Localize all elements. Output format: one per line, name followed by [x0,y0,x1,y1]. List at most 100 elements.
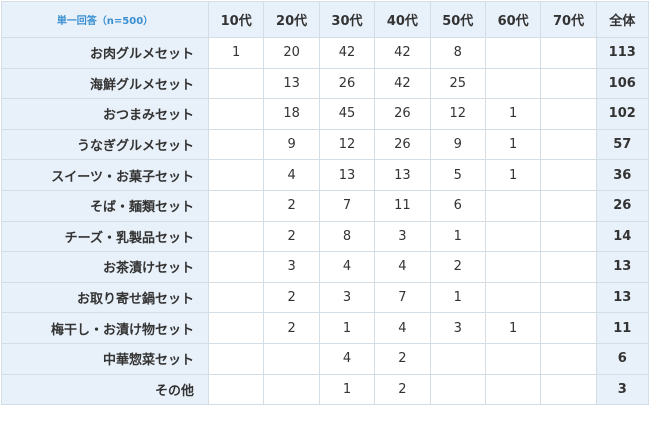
total-cell: 13 [595,281,649,314]
count-cell [484,251,542,283]
count-cell [540,312,597,344]
count-cell [207,373,265,406]
age-header-50s: 50代 [429,1,486,38]
count-cell: 2 [374,373,431,406]
age-header-60s: 60代 [484,1,542,38]
count-cell: 2 [429,251,486,283]
total-cell: 14 [595,220,649,253]
count-cell [540,128,597,161]
count-cell [484,37,542,69]
count-cell: 11 [374,189,431,222]
table-row: そば・麺類セット 2 7 11 6 26 [1,189,649,222]
count-cell [207,98,265,130]
count-cell: 1 [484,312,542,344]
count-cell [540,37,597,69]
count-cell [540,189,597,222]
total-cell: 113 [595,37,649,69]
count-cell: 4 [374,251,431,283]
table-row: お茶漬けセット 3 4 4 2 13 [1,251,649,283]
count-cell: 45 [318,98,376,130]
count-cell [540,159,597,191]
response-type-header: 単一回答（n=500） [1,1,209,38]
total-cell: 102 [595,98,649,130]
count-cell [484,373,542,406]
count-cell: 42 [374,67,431,100]
total-cell: 106 [595,67,649,100]
count-cell: 1 [318,373,376,406]
row-label: スイーツ・お菓子セット [1,159,209,191]
row-label: おつまみセット [1,98,209,130]
count-cell: 5 [429,159,486,191]
count-cell: 2 [263,312,320,344]
count-cell [540,98,597,130]
count-cell: 6 [429,189,486,222]
table-row: お肉グルメセット 1 20 42 42 8 113 [1,37,649,69]
count-cell [540,373,597,406]
count-cell: 9 [429,128,486,161]
count-cell: 8 [318,220,376,253]
count-cell: 3 [318,281,376,314]
count-cell: 1 [484,159,542,191]
row-label: お取り寄せ鍋セット [1,281,209,314]
table-body: お肉グルメセット 1 20 42 42 8 113 海鮮グルメセット 13 26 42 25 106 おつ… [1,37,649,406]
count-cell [207,312,265,344]
count-cell [484,281,542,314]
age-header-40s: 40代 [374,1,431,38]
count-cell [540,220,597,253]
table-row: その他 1 2 3 [1,373,649,406]
count-cell: 4 [263,159,320,191]
count-cell [207,281,265,314]
count-cell: 7 [318,189,376,222]
total-cell: 11 [595,312,649,344]
count-cell: 7 [374,281,431,314]
count-cell: 13 [318,159,376,191]
count-cell [207,342,265,375]
count-cell: 26 [374,98,431,130]
count-cell [540,251,597,283]
age-header-20s: 20代 [263,1,320,38]
row-label: うなぎグルメセット [1,128,209,161]
count-cell: 3 [374,220,431,253]
count-cell: 13 [374,159,431,191]
age-header-30s: 30代 [318,1,376,38]
count-cell: 1 [207,37,265,69]
row-label: 梅干し・お漬け物セット [1,312,209,344]
count-cell [429,373,486,406]
table-row: チーズ・乳製品セット 2 8 3 1 14 [1,220,649,253]
count-cell: 42 [374,37,431,69]
count-cell: 20 [263,37,320,69]
row-label: お肉グルメセット [1,37,209,69]
row-label: そば・麺類セット [1,189,209,222]
total-header: 全体 [595,1,649,38]
count-cell [429,342,486,375]
table-row: スイーツ・お菓子セット 4 13 13 5 1 36 [1,159,649,191]
row-label: その他 [1,373,209,406]
count-cell: 2 [263,189,320,222]
total-cell: 13 [595,251,649,283]
count-cell: 25 [429,67,486,100]
count-cell [540,67,597,100]
table-row: おつまみセット 18 45 26 12 1 102 [1,98,649,130]
count-cell: 12 [318,128,376,161]
count-cell: 12 [429,98,486,130]
count-cell: 1 [318,312,376,344]
row-label: チーズ・乳製品セット [1,220,209,253]
count-cell [207,67,265,100]
count-cell: 1 [484,128,542,161]
count-cell [484,67,542,100]
count-cell: 8 [429,37,486,69]
table-row: 中華惣菜セット 4 2 6 [1,342,649,375]
total-cell: 26 [595,189,649,222]
count-cell [207,189,265,222]
total-cell: 6 [595,342,649,375]
count-cell: 18 [263,98,320,130]
age-header-70s: 70代 [540,1,597,38]
count-cell: 2 [263,220,320,253]
count-cell: 4 [374,312,431,344]
survey-results-table: 単一回答（n=500） 10代 20代 30代 40代 50代 60代 70代 … [1,1,649,406]
row-label: 中華惣菜セット [1,342,209,375]
count-cell [484,189,542,222]
count-cell [207,220,265,253]
count-cell [207,128,265,161]
count-cell: 1 [484,98,542,130]
